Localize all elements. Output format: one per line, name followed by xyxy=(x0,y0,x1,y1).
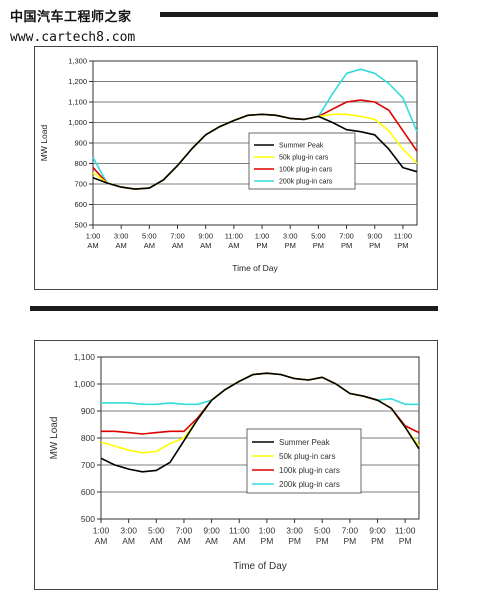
x-tick-label: 9:00 xyxy=(369,526,386,536)
x-tick-label: PM xyxy=(341,241,352,250)
x-tick-label: 7:00 xyxy=(339,232,354,241)
series-line xyxy=(92,113,418,190)
y-axis-title: MW Load xyxy=(49,417,60,460)
legend-label: 200k plug-in cars xyxy=(279,480,340,489)
x-tick-label: AM xyxy=(144,241,155,250)
x-tick-label: AM xyxy=(172,241,183,250)
legend-label: 100k plug-in cars xyxy=(279,166,333,173)
x-tick-label: AM xyxy=(228,241,239,250)
legend-label: 100k plug-in cars xyxy=(279,466,340,475)
chart-2: 5006007008009001,0001,1001:00AM3:00AM5:0… xyxy=(49,352,420,572)
chart-frame-1: 500 600 700 800 900 1,000 1,100 1,200 1,300 1:00 A… xyxy=(34,46,438,290)
x-tick-label: 9:00 xyxy=(203,526,220,536)
y-tick-label: 600 xyxy=(81,487,95,497)
y-tick-label: 900 xyxy=(81,406,95,416)
y-tick-label: 1,200 xyxy=(68,77,87,86)
x-tick-label: PM xyxy=(261,536,274,546)
x-tick-label: PM xyxy=(288,536,301,546)
y-tick-label: 1,300 xyxy=(68,57,87,66)
chart-1: 5006007008009001,0001,1001,2001,3001:00A… xyxy=(39,57,418,273)
x-tick-label: 3:00 xyxy=(120,526,137,536)
x-tick-label: PM xyxy=(316,536,329,546)
y-tick-label: 700 xyxy=(81,460,95,470)
x-tick-label: 3:00 xyxy=(283,232,298,241)
y-tick-label: 1,100 xyxy=(74,352,96,362)
x-tick-label: 5:00 xyxy=(311,232,326,241)
x-tick-label: 11:00 xyxy=(225,232,243,241)
x-tick-label: 11:00 xyxy=(229,526,250,536)
x-tick-label: AM xyxy=(87,241,98,250)
x-tick-label: 5:00 xyxy=(314,526,331,536)
x-tick-label: PM xyxy=(399,536,412,546)
x-tick-label: PM xyxy=(256,241,267,250)
x-tick-label: AM xyxy=(122,536,135,546)
legend-label: 200k plug-in cars xyxy=(279,178,333,185)
y-tick-label: 900 xyxy=(74,139,87,148)
x-tick-label: 1:00 xyxy=(255,232,270,241)
x-tick-label: PM xyxy=(313,241,324,250)
x-tick-label: 3:00 xyxy=(114,232,129,241)
x-tick-label: 5:00 xyxy=(148,526,165,536)
x-tick-label: PM xyxy=(371,536,384,546)
y-tick-label: 800 xyxy=(81,433,95,443)
separator-rule xyxy=(30,306,438,311)
x-axis-title: Time of Day xyxy=(232,263,278,273)
x-tick-label: AM xyxy=(178,536,191,546)
x-tick-label: 1:00 xyxy=(86,232,101,241)
x-tick-label: 3:00 xyxy=(286,526,303,536)
legend-box xyxy=(248,132,356,190)
y-tick-label: 600 xyxy=(74,200,87,209)
x-tick-label: PM xyxy=(397,241,408,250)
x-tick-label: PM xyxy=(343,536,356,546)
series-line xyxy=(100,372,420,473)
watermark-title: 中国汽车工程师之家 xyxy=(10,10,132,25)
x-tick-label: AM xyxy=(233,536,246,546)
x-tick-label: AM xyxy=(95,536,108,546)
y-tick-label: 1,100 xyxy=(68,98,87,107)
x-tick-label: 9:00 xyxy=(367,232,382,241)
x-tick-label: PM xyxy=(369,241,380,250)
x-axis-title: Time of Day xyxy=(233,561,287,572)
legend-label: 50k plug-in cars xyxy=(279,452,335,461)
y-tick-label: 700 xyxy=(74,180,87,189)
chart-frame-2: 500 600 700 800 900 1,000 1,100 1:00 AM 3:00 AM 5:0… xyxy=(34,340,438,590)
x-tick-label: 7:00 xyxy=(170,232,185,241)
x-tick-label: 5:00 xyxy=(142,232,157,241)
x-tick-label: 1:00 xyxy=(93,526,110,536)
x-tick-label: AM xyxy=(116,241,127,250)
legend-label: 50k plug-in cars xyxy=(279,154,329,161)
x-tick-label: 1:00 xyxy=(259,526,276,536)
x-tick-label: AM xyxy=(200,241,211,250)
x-tick-label: 7:00 xyxy=(342,526,359,536)
legend-label: Summer Peak xyxy=(279,438,331,447)
x-tick-label: PM xyxy=(285,241,296,250)
x-tick-label: 11:00 xyxy=(395,526,416,536)
y-tick-label: 1,000 xyxy=(68,118,87,127)
watermark-url: www.cartech8.com xyxy=(10,30,136,45)
x-tick-label: AM xyxy=(150,536,163,546)
page-header: 中国汽车工程师之家 www.cartech8.com xyxy=(0,0,478,50)
legend-box xyxy=(246,428,362,494)
x-tick-label: 11:00 xyxy=(394,232,412,241)
y-tick-label: 500 xyxy=(74,221,87,230)
x-tick-label: AM xyxy=(205,536,218,546)
y-tick-label: 500 xyxy=(81,514,95,524)
top-rule xyxy=(160,12,438,17)
y-axis-title: MW Load xyxy=(39,125,49,162)
x-tick-label: 7:00 xyxy=(176,526,193,536)
legend-label: Summer Peak xyxy=(279,142,324,149)
x-tick-label: 9:00 xyxy=(198,232,213,241)
y-tick-label: 1,000 xyxy=(74,379,96,389)
y-tick-label: 800 xyxy=(74,159,87,168)
